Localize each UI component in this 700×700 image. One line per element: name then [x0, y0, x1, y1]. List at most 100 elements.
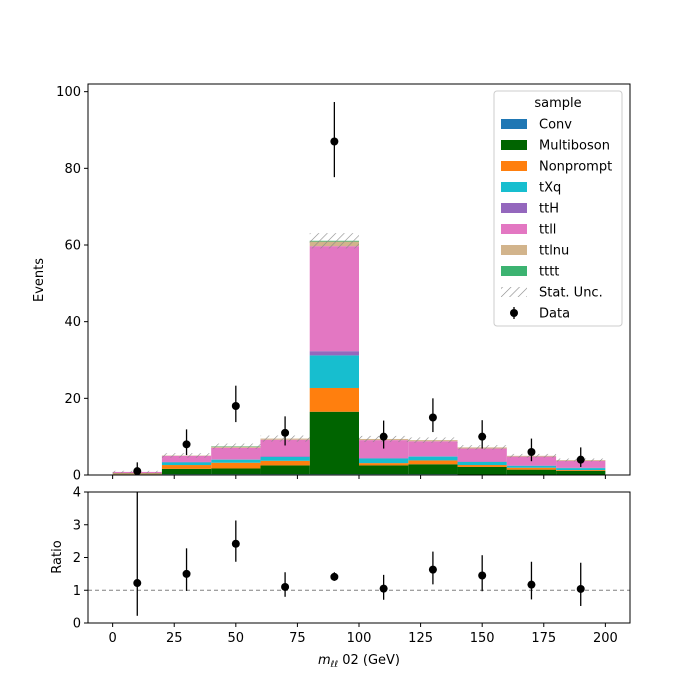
legend-title: sample: [534, 96, 581, 111]
bar-nonprompt-6: [408, 460, 458, 465]
x-tick-label-8: 200: [593, 631, 618, 646]
ratio-x-ticks: 0 25 50 75 100 125 150 175 200: [108, 623, 618, 646]
bar-nonprompt-9: [556, 470, 606, 471]
x-tick-label-1: 25: [166, 631, 183, 646]
bar-txq-1: [161, 462, 212, 466]
bar-ttll-6: [408, 441, 458, 457]
bar-tth-4: [309, 351, 359, 356]
main-y-tick-label-2: 40: [64, 315, 81, 330]
data-point-2: [231, 402, 240, 410]
data-point-8: [527, 448, 536, 456]
ratio-y-tick-label-1: 1: [73, 584, 81, 599]
data-point-7: [478, 432, 487, 441]
data-point-1: [182, 440, 191, 449]
bar-nonprompt-3: [260, 460, 310, 466]
bar-multiboson-5: [359, 465, 409, 475]
ratio-point-9: [576, 584, 585, 593]
data-point-5: [379, 432, 388, 441]
bar-multiboson-2: [211, 468, 261, 475]
legend-entries: Conv Multiboson Nonprompt tXq ttH ttll ttlnu tt…: [501, 118, 612, 322]
main-y-tick-label-1: 20: [64, 392, 81, 407]
x-tick-label-6: 150: [470, 631, 495, 646]
legend-label-stat-unc: Stat. Unc.: [539, 286, 603, 301]
ratio-point-5: [379, 584, 388, 593]
legend-label-nonprompt: Nonprompt: [539, 160, 612, 175]
stat-unc-band-4: [309, 233, 359, 249]
x-tick-label-5: 125: [408, 631, 433, 646]
bar-nonprompt-4: [309, 387, 359, 412]
bar-multiboson-7: [457, 466, 507, 475]
bar-multiboson-4: [309, 411, 359, 475]
legend-swatch-nonprompt: [501, 161, 527, 171]
x-tick-label-4: 100: [347, 631, 372, 646]
legend-swatch-tth: [501, 203, 527, 213]
ratio-y-ticks: 0 1 2 3 4: [73, 486, 88, 632]
legend-swatch-data: [510, 309, 518, 317]
bar-txq-4: [309, 355, 359, 388]
legend-swatch-txq: [501, 182, 527, 192]
ratio-point-3: [281, 582, 290, 591]
legend-swatch-conv: [501, 119, 527, 129]
bar-multiboson-3: [260, 465, 310, 475]
bar-multiboson-6: [408, 464, 458, 475]
bar-txq-9: [556, 468, 606, 471]
bar-ttll-2: [211, 447, 261, 460]
ratio-y-tick-label-2: 2: [73, 551, 81, 566]
bar-nonprompt-1: [161, 465, 212, 469]
bar-ttll-3: [260, 439, 310, 457]
data-point-6: [428, 413, 437, 422]
main-x-ticks: [112, 475, 606, 479]
ratio-point-1: [182, 569, 191, 578]
legend-label-multiboson: Multiboson: [539, 139, 610, 154]
x-tick-label-7: 175: [531, 631, 556, 646]
main-axes-frame: [87, 83, 631, 476]
legend: sample Conv Multiboson Nonprompt tXq ttH ttll…: [493, 90, 623, 327]
main-plot: 0 20 40 60 80 100 Events sample Conv Multiboso…: [32, 83, 631, 484]
ratio-y-tick-label-3: 3: [73, 518, 81, 533]
bar-txq-7: [457, 461, 507, 466]
ratio-point-7: [478, 571, 487, 580]
x-tick-label-0: 0: [108, 631, 116, 646]
legend-swatch-tttt: [501, 266, 527, 276]
bar-ttll-4: [309, 246, 359, 352]
ratio-axes-frame: [87, 491, 631, 624]
bar-ttll-5: [359, 440, 409, 459]
x-axis-label: mℓℓ 02 (GeV): [318, 653, 400, 670]
data-point-4: [330, 137, 339, 146]
legend-label-ttlnu: ttlnu: [539, 244, 569, 259]
ratio-plot: 0 1 2 3 4 0 25 50 75 100 125 150 175 200 Ratio mℓℓ 0…: [50, 486, 631, 670]
ratio-point-2: [231, 539, 240, 548]
bar-ttll-7: [457, 448, 507, 462]
legend-swatch-stat-unc: [501, 287, 527, 297]
ratio-points: [133, 492, 585, 616]
main-y-tick-label-4: 80: [64, 162, 81, 177]
legend-label-ttll: ttll: [539, 223, 556, 238]
bar-txq-3: [260, 456, 310, 461]
legend-label-tttt: tttt: [539, 265, 559, 280]
ratio-y-tick-label-0: 0: [73, 617, 81, 632]
ratio-point-4: [330, 572, 339, 581]
bar-multiboson-8: [506, 469, 557, 475]
bar-tth-3: [260, 456, 310, 457]
x-tick-label-3: 75: [289, 631, 306, 646]
main-y-axis-label: Events: [32, 258, 47, 302]
bar-txq-5: [359, 458, 409, 464]
stat-unc-band-6: [408, 437, 458, 443]
legend-swatch-ttll: [501, 224, 527, 234]
ratio-point-0: [133, 579, 142, 588]
bar-nonprompt-8: [506, 467, 557, 470]
stat-unc-band-1: [161, 453, 212, 458]
bar-multiboson-1: [161, 468, 212, 475]
ratio-y-tick-label-4: 4: [73, 486, 81, 501]
bar-multiboson-9: [556, 470, 606, 475]
x-tick-label-2: 50: [228, 631, 245, 646]
legend-swatch-multiboson: [501, 140, 527, 150]
legend-label-data: Data: [539, 307, 570, 322]
bar-ttll-1: [161, 455, 212, 462]
ratio-point-8: [527, 580, 536, 589]
main-y-tick-label-3: 60: [64, 239, 81, 254]
legend-label-conv: Conv: [539, 118, 572, 133]
data-point-9: [576, 455, 585, 464]
legend-label-tth: ttH: [539, 202, 559, 217]
